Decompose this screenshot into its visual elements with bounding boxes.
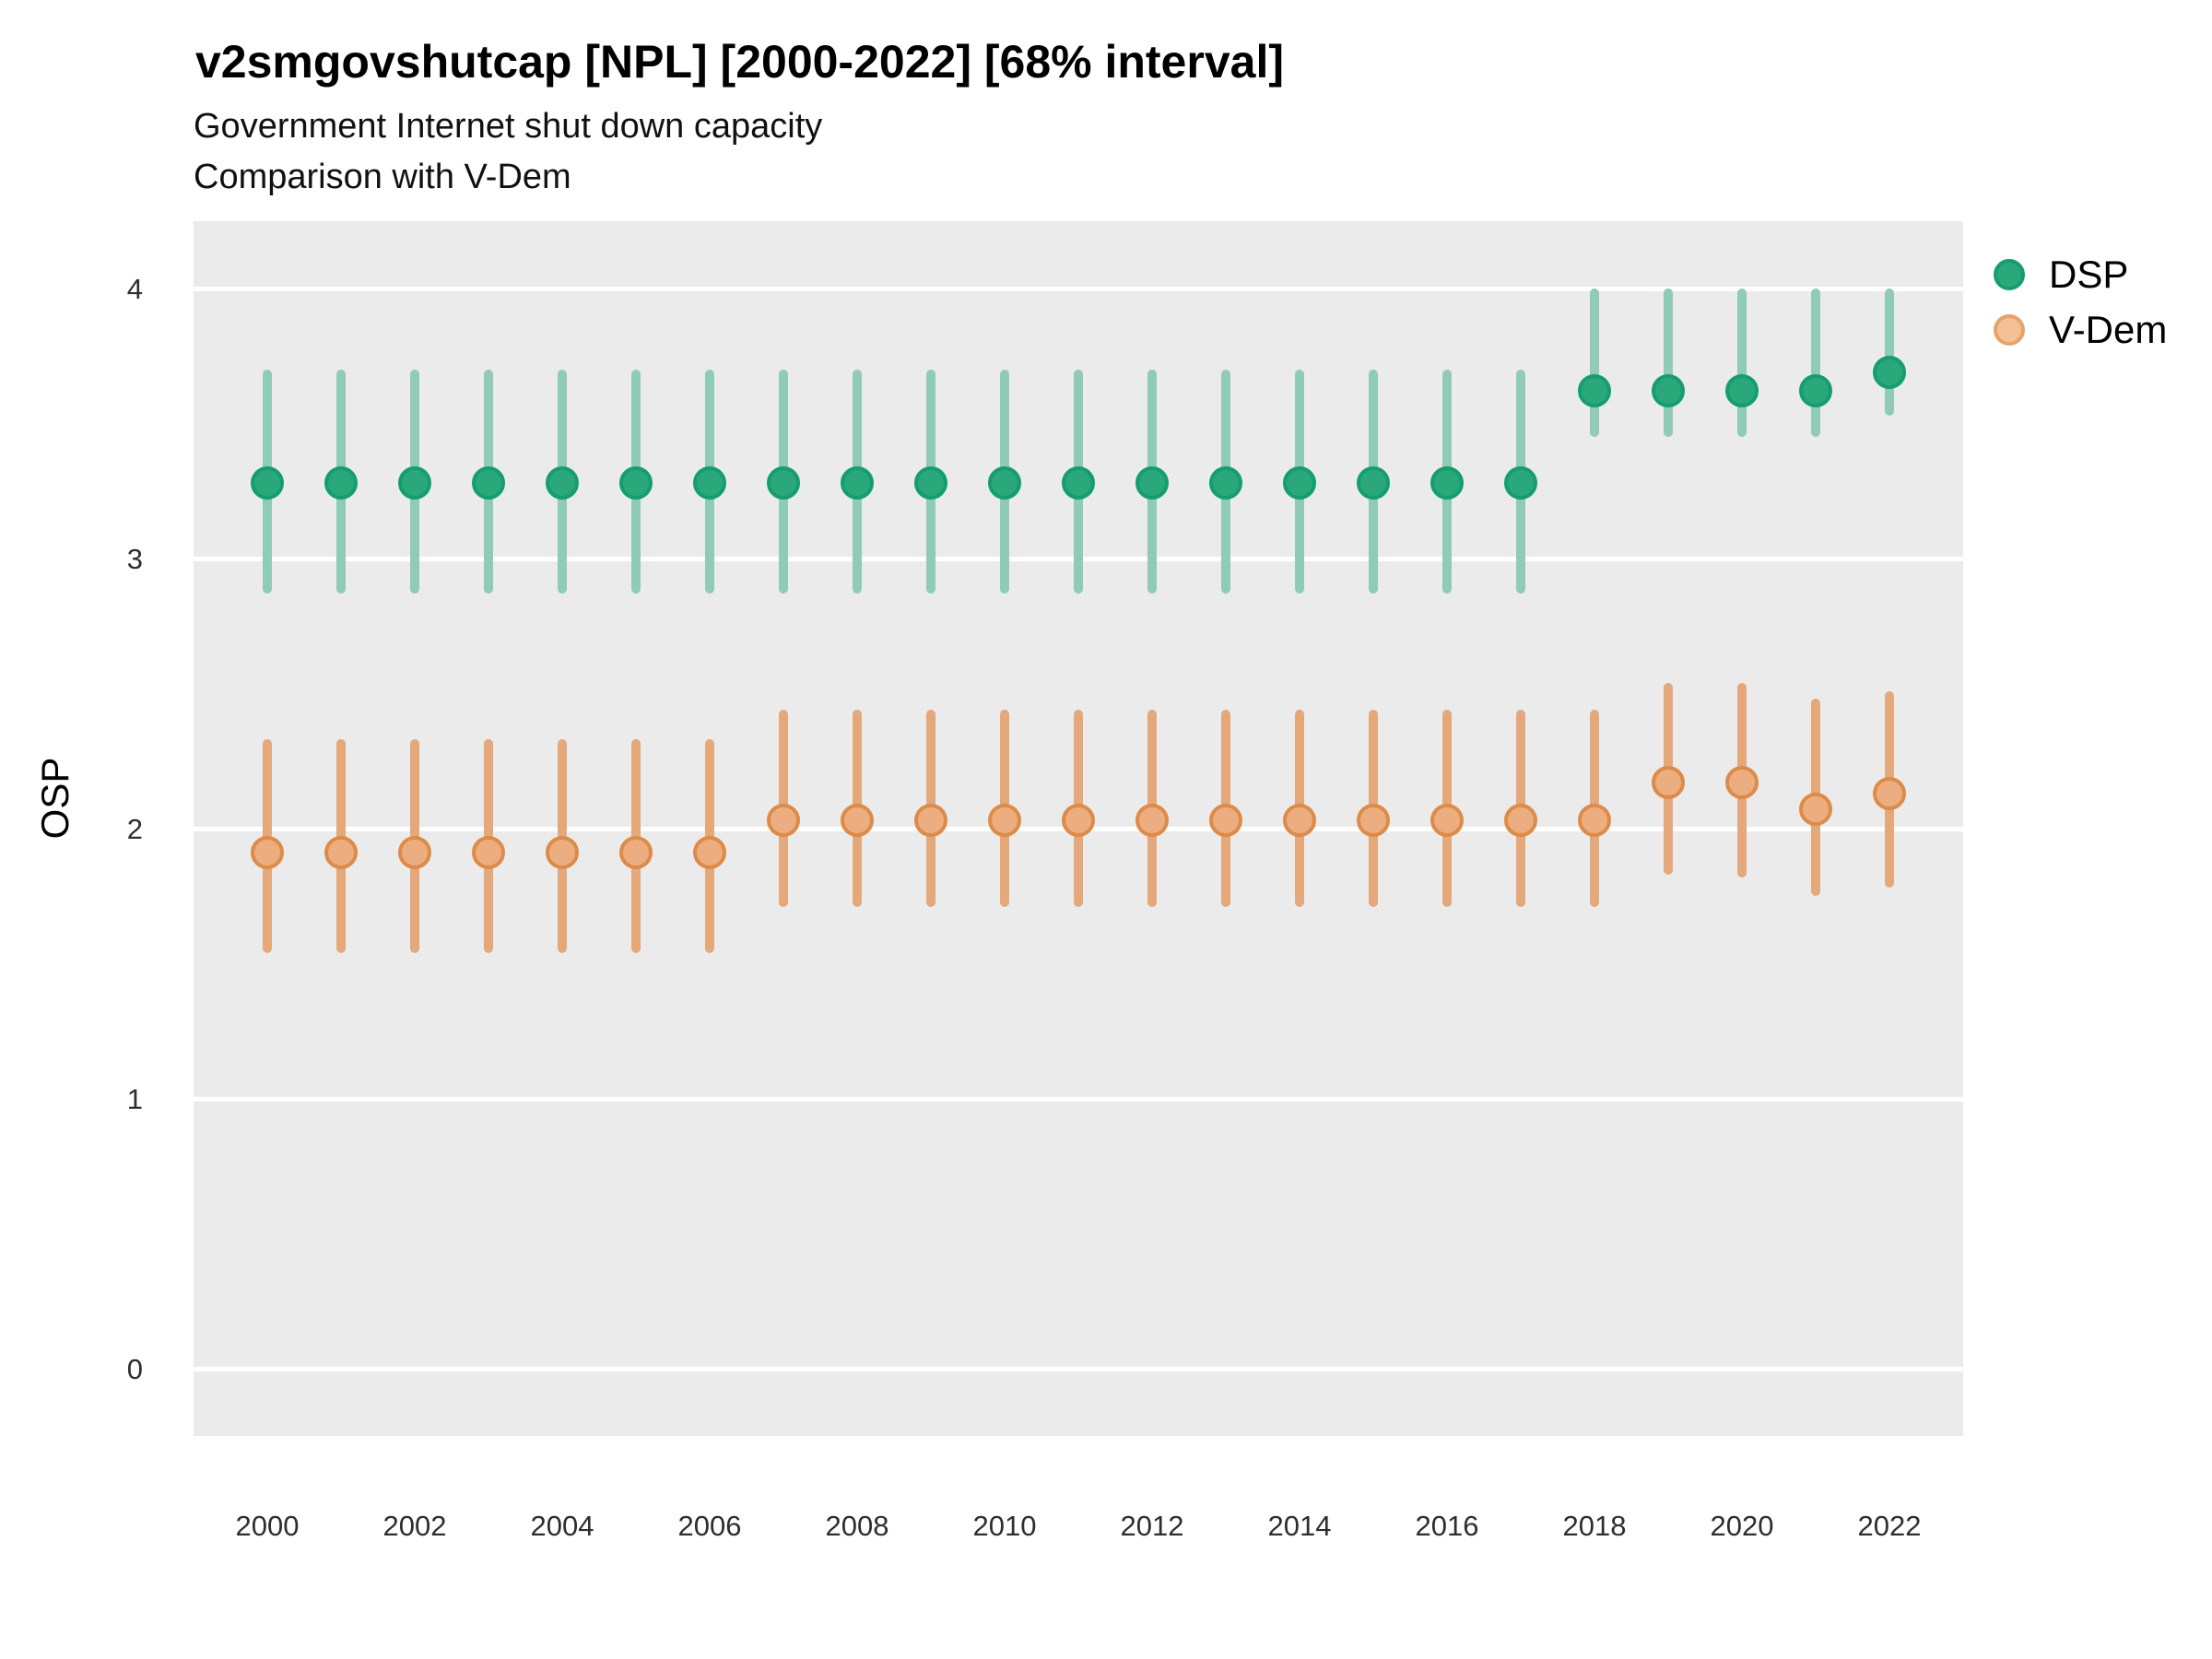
vdem-point-2004 [546,836,579,870]
dsp-point-2011 [1062,465,1095,500]
dsp-point-2008 [841,465,874,500]
x-tick-label-2012: 2012 [1120,1510,1184,1542]
vdem-point-2013 [1209,804,1242,838]
x-tick-label-2002: 2002 [382,1510,447,1542]
legend-label-dsp: DSP [2049,253,2129,296]
chart-subtitle-line1: Government Internet shut down capacity [194,107,823,146]
x-tick-label-2006: 2006 [677,1510,742,1542]
y-gridline-4 [194,286,1963,291]
dsp-point-2017 [1504,465,1537,500]
dsp-point-2002 [398,465,431,500]
vdem-point-2003 [472,836,505,870]
y-tick-label-1: 1 [126,1083,143,1115]
dsp-errorbar-2022 [1885,288,1894,416]
dsp-point-2005 [619,465,653,500]
dsp-point-2016 [1430,465,1464,500]
y-tick-label-3: 3 [126,543,143,575]
vdem-legend-dot-icon [1994,314,2025,346]
vdem-point-2007 [767,804,800,838]
dsp-point-2019 [1652,374,1685,408]
y-tick-label-2: 2 [126,813,143,845]
vdem-point-2019 [1652,766,1685,800]
y-gridline-0 [194,1366,1963,1371]
dsp-point-2000 [251,465,284,500]
vdem-point-2010 [988,804,1021,838]
vdem-point-2006 [693,836,726,870]
vdem-point-2014 [1283,804,1316,838]
dsp-point-2022 [1873,355,1906,389]
x-tick-label-2004: 2004 [530,1510,594,1542]
x-tick-label-2020: 2020 [1710,1510,1774,1542]
plot-panel [194,221,1963,1436]
vdem-point-2000 [251,836,284,870]
vdem-point-2018 [1578,804,1611,838]
chart-title: v2smgovshutcap [NPL] [2000-2022] [68% in… [195,36,1284,88]
vdem-point-2017 [1504,804,1537,838]
legend-label-vdem: V-Dem [2049,308,2168,351]
dsp-errorbar-2020 [1737,288,1747,438]
dsp-point-2015 [1357,465,1390,500]
y-tick-label-4: 4 [126,273,143,305]
dsp-errorbar-2021 [1811,288,1820,438]
x-tick-label-2010: 2010 [972,1510,1037,1542]
dsp-point-2003 [472,465,505,500]
dsp-point-2012 [1135,465,1169,500]
vdem-point-2001 [324,836,358,870]
dsp-point-2004 [546,465,579,500]
vdem-point-2005 [619,836,653,870]
x-tick-label-2018: 2018 [1562,1510,1627,1542]
dsp-errorbar-2018 [1590,288,1599,438]
dsp-point-2009 [914,465,947,500]
dsp-point-2021 [1799,374,1832,408]
dsp-point-2010 [988,465,1021,500]
dsp-point-2013 [1209,465,1242,500]
x-tick-label-2022: 2022 [1857,1510,1922,1542]
vdem-point-2020 [1725,766,1759,800]
vdem-point-2016 [1430,804,1464,838]
y-tick-label-0: 0 [126,1353,143,1385]
x-tick-label-2014: 2014 [1267,1510,1332,1542]
y-gridline-1 [194,1096,1963,1101]
dsp-legend-dot-icon [1994,259,2025,290]
dsp-point-2007 [767,465,800,500]
x-tick-label-2008: 2008 [825,1510,889,1542]
vdem-point-2011 [1062,804,1095,838]
dsp-point-2001 [324,465,358,500]
dsp-point-2006 [693,465,726,500]
dsp-point-2014 [1283,465,1316,500]
vdem-point-2009 [914,804,947,838]
vdem-point-2008 [841,804,874,838]
vdem-point-2015 [1357,804,1390,838]
dsp-point-2018 [1578,374,1611,408]
x-tick-label-2016: 2016 [1415,1510,1479,1542]
chart-subtitle-line2: Comparison with V-Dem [194,158,571,196]
vdem-point-2021 [1799,793,1832,827]
dsp-point-2020 [1725,374,1759,408]
vdem-point-2022 [1873,776,1906,810]
vdem-point-2002 [398,836,431,870]
vdem-point-2012 [1135,804,1169,838]
x-tick-label-2000: 2000 [235,1510,300,1542]
dsp-errorbar-2019 [1664,288,1673,438]
